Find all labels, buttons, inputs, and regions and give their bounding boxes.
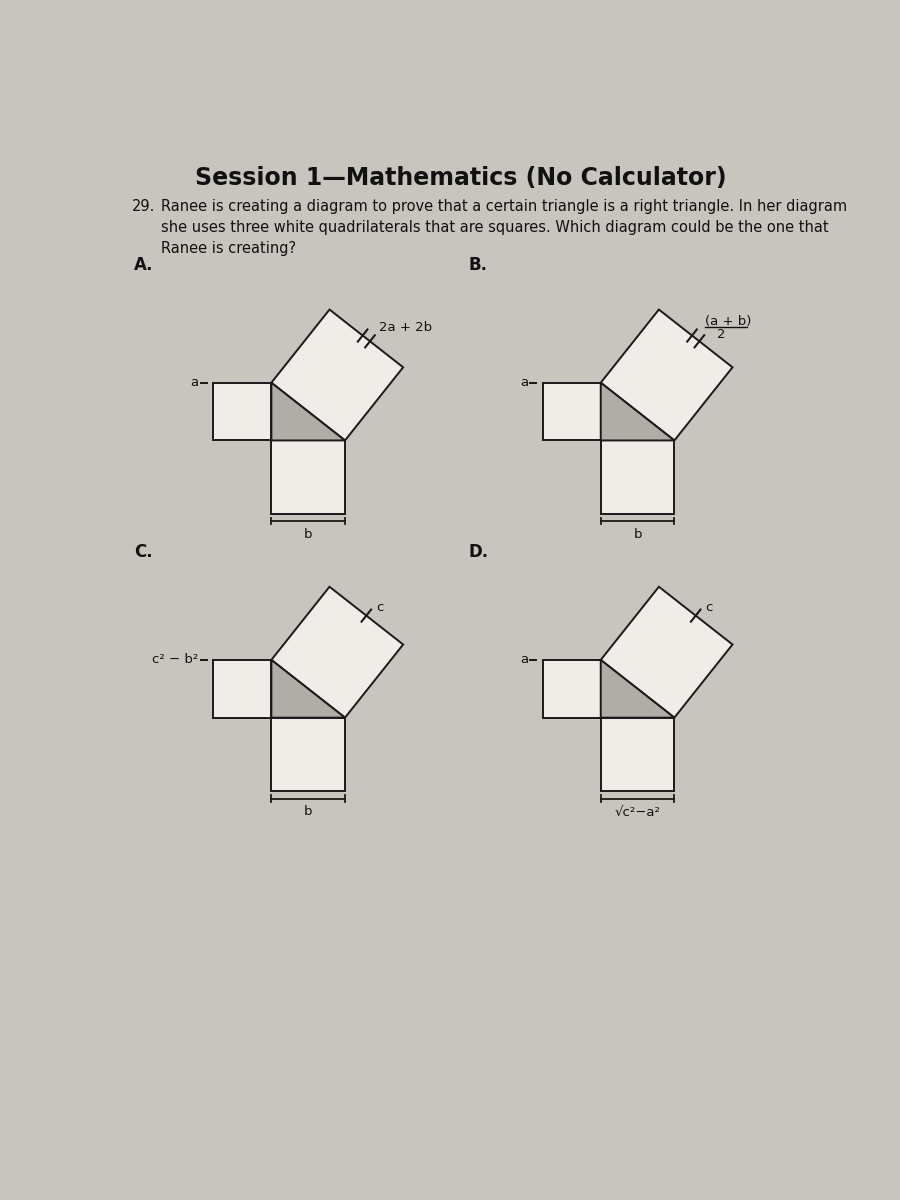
Polygon shape (601, 587, 733, 718)
Text: Session 1—Mathematics (No Calculator): Session 1—Mathematics (No Calculator) (195, 166, 727, 190)
Polygon shape (272, 310, 403, 440)
Text: (a + b): (a + b) (705, 314, 751, 328)
Text: A.: A. (134, 256, 154, 274)
Text: Ranee is creating a diagram to prove that a certain triangle is a right triangle: Ranee is creating a diagram to prove tha… (160, 199, 847, 257)
Polygon shape (601, 440, 674, 514)
Text: C.: C. (134, 542, 153, 560)
Text: b: b (304, 805, 312, 818)
Text: a: a (520, 653, 528, 666)
Text: D.: D. (469, 542, 489, 560)
Polygon shape (213, 660, 272, 718)
Text: 29.: 29. (132, 199, 155, 215)
Polygon shape (601, 660, 674, 718)
Text: √c²−a²: √c²−a² (615, 805, 661, 818)
Text: B.: B. (469, 256, 488, 274)
Text: a: a (191, 376, 199, 389)
Polygon shape (272, 660, 345, 718)
Polygon shape (272, 587, 403, 718)
Text: 2a + 2b: 2a + 2b (379, 322, 432, 334)
Polygon shape (601, 383, 674, 440)
Polygon shape (272, 440, 345, 514)
Polygon shape (601, 310, 733, 440)
Text: c² − b²: c² − b² (152, 653, 199, 666)
Text: c: c (706, 601, 713, 613)
Text: a: a (520, 376, 528, 389)
Text: b: b (634, 528, 642, 541)
Polygon shape (272, 383, 345, 440)
Polygon shape (543, 660, 601, 718)
Polygon shape (601, 718, 674, 791)
Text: 2: 2 (717, 328, 726, 341)
Polygon shape (272, 718, 345, 791)
Text: b: b (304, 528, 312, 541)
Polygon shape (543, 383, 601, 440)
Text: c: c (376, 601, 383, 613)
Polygon shape (213, 383, 272, 440)
